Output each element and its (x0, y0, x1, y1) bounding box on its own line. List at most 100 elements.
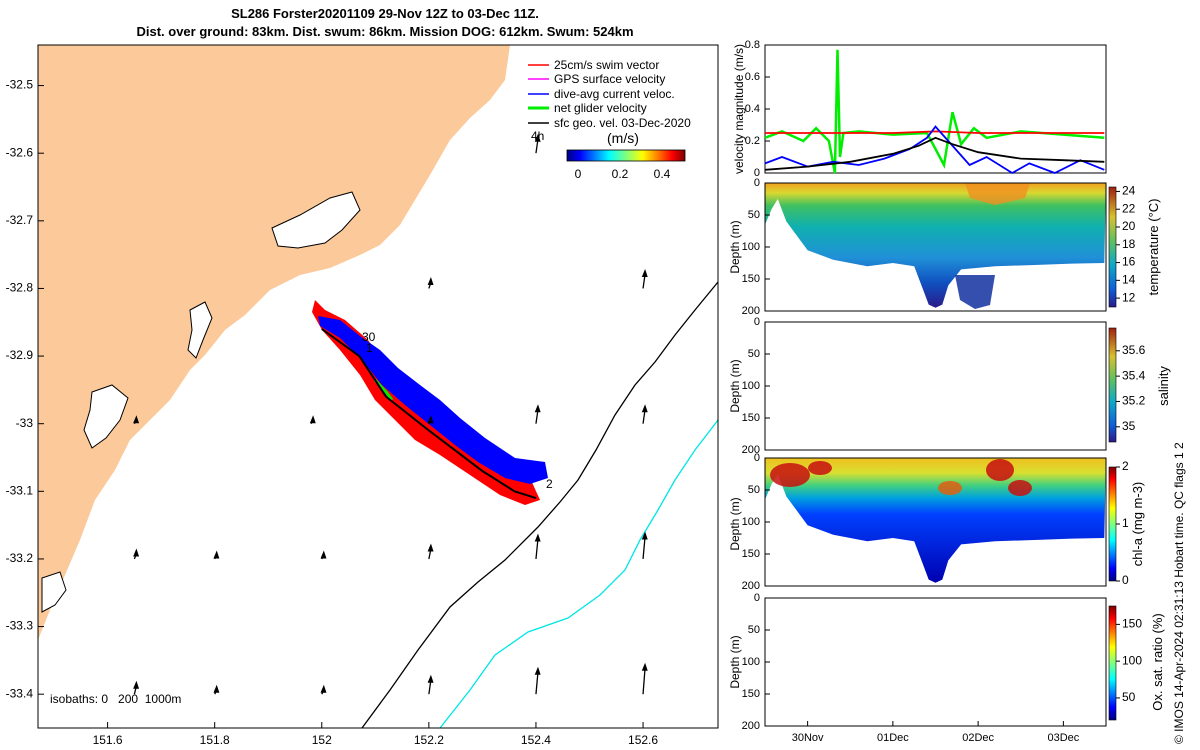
track-label-start: 30 (362, 330, 376, 344)
port-stephens (41, 571, 67, 613)
oxygen-cb-tick-label: 50 (1122, 690, 1136, 704)
geo-arrow-head (427, 674, 434, 683)
legend-net-velocity: net glider velocity (554, 101, 647, 115)
velocity-ytick-label: 0 (754, 167, 760, 179)
salinity-ytick-label: 200 (742, 444, 760, 456)
velocity-series-3 (764, 136, 1105, 171)
map-ytick-label: -33.2 (6, 551, 34, 565)
lake-small (187, 301, 213, 359)
temperature-cb-label: temperature (°C) (1146, 199, 1161, 296)
oxygen-ytick-label: 100 (742, 656, 760, 668)
geo-arrow-head (320, 550, 327, 559)
velocity-ytick-label: 0.6 (745, 71, 760, 83)
salinity-ytick-label: 100 (742, 380, 760, 392)
map-legend: 25cm/s swim vector GPS surface velocity … (528, 58, 691, 181)
velocity-ytick-label: 0.4 (745, 103, 760, 115)
chlorophyll-ytick-label: 50 (748, 484, 760, 496)
map-colorbar-tick-2: 0.4 (654, 167, 671, 181)
salinity-cb-tick-label: 35.6 (1122, 343, 1146, 357)
map-xtick-label: 152 (312, 733, 332, 747)
temperature-cb-tick-label: 16 (1122, 255, 1136, 269)
temperature-cb-tick-label: 20 (1122, 219, 1136, 233)
geo-arrow-shaft (535, 538, 539, 560)
chlorophyll-ytick-label: 100 (742, 516, 760, 528)
isobath-200m (361, 281, 718, 728)
geo-arrow-head (133, 548, 140, 557)
geo-arrow-head (534, 404, 541, 413)
salinity-ytick-label: 0 (754, 316, 760, 328)
map-ytick-label: -32.9 (6, 348, 34, 362)
salinity-ytick-label: 50 (748, 348, 760, 360)
current-vector-swath (318, 316, 548, 484)
map-ytick-label: -33.1 (6, 483, 34, 497)
chlorophyll-cb-tick-label: 2 (1122, 459, 1129, 473)
geo-arrow-head (534, 133, 541, 142)
temperature-panel: 0 50 100 150 200 24 22 20 18 16 14 12 temperature … (728, 177, 1161, 317)
oxygen-ytick-label: 0 (754, 592, 760, 604)
chlorophyll-blooms (770, 459, 1032, 496)
date-xtick-label: 03Dec (1047, 732, 1079, 744)
legend-gps-velocity: GPS surface velocity (554, 72, 665, 86)
legend-sfc-geo: sfc geo. vel. 03-Dec-2020 (554, 116, 691, 130)
map-ytick-label: -33.3 (6, 619, 34, 633)
chlorophyll-ytick-label: 200 (742, 580, 760, 592)
temperature-cb-tick-label: 22 (1122, 201, 1136, 215)
map-colorbar-tick-1: 0.2 (612, 167, 629, 181)
oxygen-panel: 0 50 100 150 200 30Nov 01Dec 02Dec 03Dec 150 100… (728, 592, 1165, 744)
geo-arrow-shaft (535, 672, 539, 695)
chlorophyll-panel: 0 50 100 150 200 2 1 0 chl-a (mg m-3) Depth (m… (728, 452, 1145, 592)
chlorophyll-cb-label: chl-a (mg m-3) (1130, 482, 1145, 567)
temperature-warm-core (965, 183, 1030, 205)
map-colorbar-tick-0: 0 (575, 167, 582, 181)
isobaths-label: isobaths: 0 200 1000m (50, 692, 181, 706)
map-xtick-label: 152.4 (521, 733, 551, 747)
salinity-panel: 0 50 100 150 200 35.6 35.4 35.2 35 salinity Dep… (728, 316, 1171, 456)
temperature-ytick-label: 100 (742, 241, 760, 253)
temperature-colorbar (1108, 186, 1117, 308)
salinity-cb-tick-label: 35.4 (1122, 368, 1146, 382)
map-ytick-label: -32.7 (6, 213, 34, 227)
date-xtick-label: 01Dec (877, 732, 909, 744)
chlorophyll-cb-tick-label: 1 (1122, 516, 1129, 530)
salinity-colorbar (1108, 327, 1117, 443)
geo-arrow-head (427, 415, 434, 424)
salinity-cb-label: salinity (1156, 366, 1171, 406)
map-xtick-label: 152.2 (414, 733, 444, 747)
velocity-panel: 0 0.2 0.4 0.6 0.8 velocity magnitude (m/s) (732, 39, 1107, 179)
velocity-ylabel: velocity magnitude (m/s) (732, 44, 746, 174)
lake-myall (83, 384, 129, 449)
oxygen-ytick-label: 200 (742, 720, 760, 732)
map-ytick-label: -33 (16, 416, 34, 430)
geo-arrow-head (309, 415, 316, 424)
temperature-ytick-label: 200 (742, 305, 760, 317)
temperature-ytick-label: 150 (742, 273, 760, 285)
legend-current-velocity: dive-avg current veloc. (554, 87, 675, 101)
geo-arrow-head (213, 684, 220, 693)
map-axes-ticks: 151.6 151.8 152 152.2 152.4 152.6 -32.5 -32.6 -3… (6, 78, 659, 747)
oxygen-cb-label: Ox. sat. ratio (%) (1150, 613, 1165, 711)
temperature-cb-tick-label: 18 (1122, 237, 1136, 251)
salinity-ytick-label: 150 (742, 412, 760, 424)
geo-arrow-head (133, 415, 140, 424)
geo-arrow-head (213, 550, 220, 559)
chlorophyll-ylabel: Depth (m) (728, 497, 742, 550)
geo-arrow-head (320, 684, 327, 693)
oxygen-ytick-label: 150 (742, 688, 760, 700)
geo-arrow-head (641, 531, 648, 540)
oxygen-ytick-label: 50 (748, 624, 760, 636)
temperature-cb-tick-label: 24 (1122, 184, 1136, 198)
oxygen-colorbar (1108, 605, 1117, 721)
temperature-cb-tick-label: 14 (1122, 273, 1136, 287)
chlorophyll-colorbar (1108, 466, 1117, 582)
map-ytick-label: -33.4 (6, 686, 34, 700)
oxygen-ylabel: Depth (m) (728, 635, 742, 688)
temperature-section (765, 183, 1106, 308)
geo-arrow-head (534, 533, 541, 542)
salinity-cb-tick-label: 35 (1122, 419, 1136, 433)
map-colorbar-label: (m/s) (607, 130, 639, 146)
map-xtick-label: 151.6 (93, 733, 123, 747)
map-ytick-label: -32.5 (6, 78, 34, 92)
velocity-series-2 (764, 125, 1105, 175)
map-panel: 151.6 151.8 152 152.2 152.4 152.6 -32.5 -32.6 -3… (6, 44, 719, 747)
